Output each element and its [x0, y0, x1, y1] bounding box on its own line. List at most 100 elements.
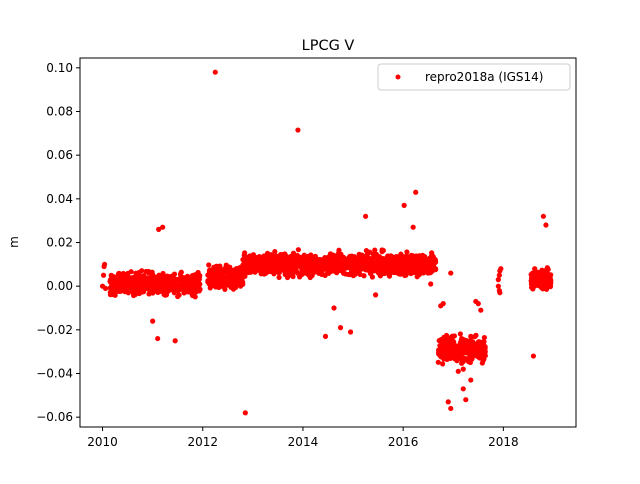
data-point [132, 285, 138, 291]
data-point [257, 260, 263, 266]
data-point [416, 264, 423, 270]
data-point [367, 260, 373, 266]
data-point [256, 267, 262, 273]
data-point [295, 127, 301, 133]
data-point [543, 222, 549, 228]
data-point [235, 277, 241, 283]
data-point [301, 252, 307, 258]
data-point [463, 397, 469, 403]
data-point [473, 332, 479, 338]
data-point [350, 261, 356, 267]
data-point [369, 274, 376, 280]
data-point [190, 287, 196, 293]
data-point [189, 283, 195, 289]
data-point [116, 278, 123, 284]
data-point [414, 274, 420, 280]
data-point [441, 354, 447, 360]
data-point [102, 285, 109, 291]
data-point [432, 267, 439, 273]
data-point [413, 253, 419, 259]
data-point [438, 350, 444, 356]
data-point [541, 276, 548, 282]
data-point [289, 269, 295, 275]
legend: repro2018a (IGS14) [377, 63, 571, 91]
y-tick-label: −0.04 [36, 367, 73, 381]
data-point [530, 353, 537, 359]
data-point [306, 272, 312, 278]
data-point [217, 263, 223, 269]
data-point [311, 264, 317, 270]
legend-marker [395, 74, 401, 80]
data-point [445, 399, 451, 405]
y-tick-label: 0.04 [46, 192, 73, 206]
data-point [481, 346, 487, 352]
data-point [479, 360, 485, 366]
data-point [528, 275, 535, 281]
data-point [385, 267, 391, 273]
legend-box [377, 63, 571, 91]
data-point [140, 284, 146, 290]
data-point [389, 259, 396, 265]
data-point [223, 277, 229, 283]
data-point [108, 273, 115, 279]
data-point [379, 247, 385, 253]
data-point [295, 247, 301, 253]
legend-label: repro2018a (IGS14) [425, 70, 543, 84]
data-point [498, 266, 504, 272]
data-point [387, 271, 393, 277]
y-tick-label: −0.06 [36, 410, 73, 424]
x-tick-label: 2016 [388, 435, 419, 449]
data-point [132, 274, 138, 280]
data-point [440, 361, 446, 367]
data-point [412, 261, 418, 267]
data-point [341, 259, 347, 265]
data-point [154, 274, 160, 280]
data-point [380, 259, 387, 265]
data-point [350, 268, 356, 274]
data-point [449, 353, 455, 359]
data-point [281, 264, 287, 271]
data-point [408, 270, 414, 276]
data-point [496, 272, 502, 278]
data-point [261, 259, 267, 265]
data-point [423, 265, 429, 271]
data-point [449, 337, 456, 344]
data-point [417, 260, 423, 266]
data-point [361, 273, 367, 279]
data-point [125, 270, 131, 276]
data-point [194, 277, 201, 283]
y-tick-label: −0.02 [36, 323, 73, 337]
data-point [139, 268, 145, 274]
data-point [159, 285, 165, 292]
data-point [355, 266, 361, 272]
data-point [370, 251, 376, 257]
data-point [316, 258, 322, 264]
data-point [229, 269, 235, 275]
data-point [308, 252, 314, 258]
data-point [435, 359, 441, 365]
data-point [175, 276, 182, 282]
data-point [330, 265, 336, 271]
x-tick-label: 2018 [488, 435, 519, 449]
data-point [184, 289, 190, 295]
data-point [446, 335, 452, 341]
data-point [236, 267, 242, 273]
data-point [331, 253, 337, 259]
data-point [361, 256, 367, 262]
data-point [478, 307, 484, 313]
data-point [100, 272, 107, 278]
data-point [417, 269, 424, 275]
data-point [454, 358, 460, 364]
data-point [481, 356, 487, 362]
data-point [270, 269, 276, 275]
data-point [253, 255, 260, 262]
data-point [310, 259, 316, 265]
chart-title: LPCG V [302, 38, 355, 54]
x-axis-ticks: 2010 2012 2014 2016 2018 [87, 427, 519, 449]
data-point [438, 303, 444, 309]
data-point [476, 340, 482, 346]
data-point [481, 339, 487, 345]
data-point [295, 270, 301, 276]
data-point [375, 255, 381, 261]
